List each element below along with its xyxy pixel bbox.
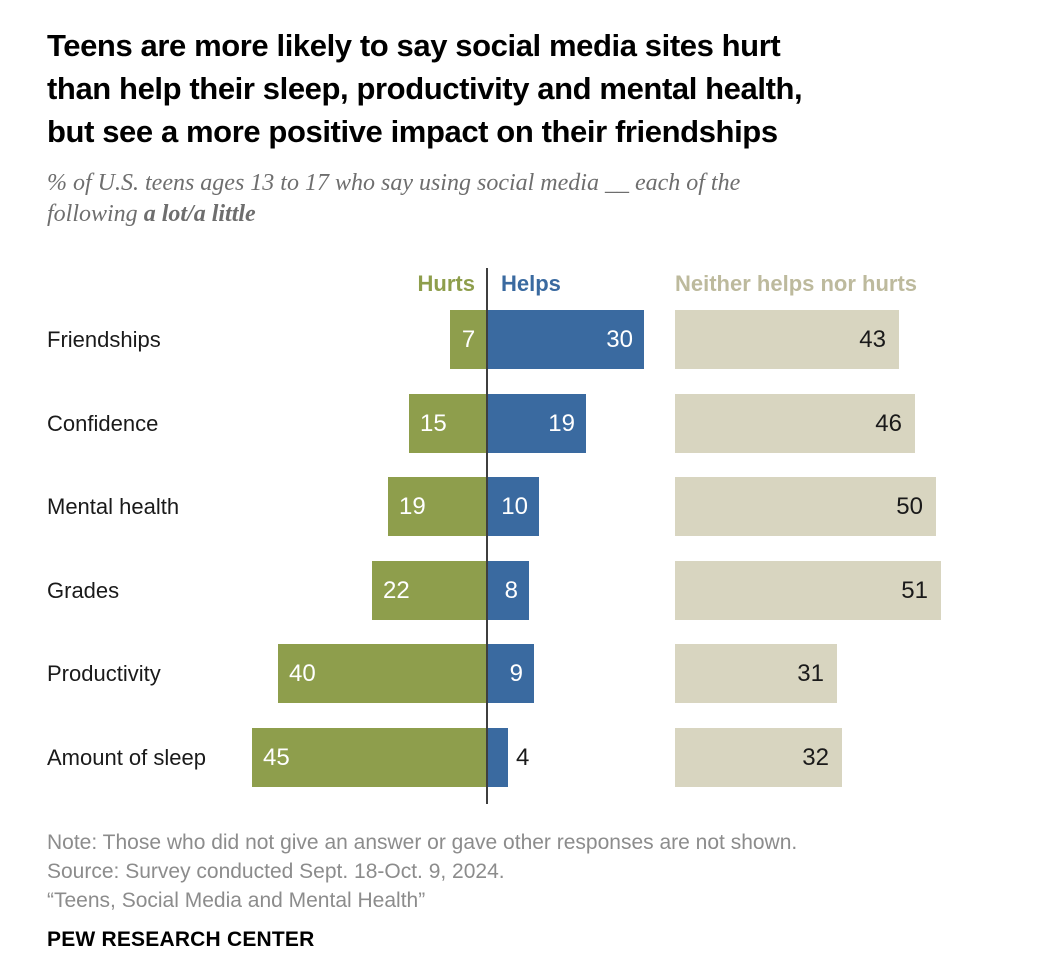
subtitle-line: following a lot/a little [47, 199, 740, 230]
helps-bar: 8 [487, 561, 529, 620]
category-label: Productivity [47, 660, 161, 686]
hurts-bar: 45 [252, 728, 487, 787]
report-title: “Teens, Social Media and Mental Health” [47, 889, 426, 912]
chart-subtitle: % of U.S. teens ages 13 to 17 who say us… [47, 168, 740, 230]
category-label: Mental health [47, 493, 180, 519]
subtitle-emphasis: a lot/a little [143, 201, 256, 227]
helps-value: 30 [606, 325, 633, 353]
helps-value: 10 [501, 492, 528, 520]
legend-hurts: Hurts [417, 271, 475, 296]
neither-bar: 43 [675, 310, 899, 369]
axis-zero-line [486, 268, 488, 804]
hurts-value: 7 [461, 325, 476, 353]
hurts-value: 40 [289, 659, 316, 687]
subtitle-regular: following [47, 201, 144, 227]
neither-bar: 46 [675, 394, 915, 453]
hurts-value: 22 [383, 576, 410, 604]
category-label: Grades [47, 577, 120, 603]
hurts-bar: 15 [409, 394, 487, 453]
helps-value: 19 [548, 409, 575, 437]
chart-title: Teens are more likely to say social medi… [47, 24, 803, 153]
neither-bar: 51 [675, 561, 941, 620]
legend-neither: Neither helps nor hurts [675, 271, 918, 296]
hurts-value: 15 [420, 409, 447, 437]
category-label: Confidence [47, 410, 159, 436]
neither-value: 31 [797, 659, 824, 687]
title-line: Teens are more likely to say social medi… [47, 28, 781, 63]
neither-value: 32 [802, 743, 829, 771]
pew-research-center-wordmark: PEW RESEARCH CENTER [47, 928, 315, 951]
hurts-value: 45 [263, 743, 290, 771]
helps-value: 4 [516, 743, 530, 771]
hurts-bar: 40 [278, 644, 487, 703]
title-line: than help their sleep, productivity and … [47, 71, 803, 106]
hurts-bar: 7 [450, 310, 487, 369]
neither-value: 50 [896, 492, 923, 520]
helps-bar: 10 [487, 477, 539, 536]
helps-bar: 19 [487, 394, 586, 453]
subtitle-line: % of U.S. teens ages 13 to 17 who say us… [47, 170, 741, 196]
title-line: but see a more positive impact on their … [47, 114, 778, 149]
helps-bar: 30 [487, 310, 644, 369]
category-label: Friendships [47, 326, 161, 352]
hurts-bar: 19 [388, 477, 487, 536]
legend-helps: Helps [501, 271, 561, 296]
neither-value: 46 [875, 409, 902, 437]
helps-bar [487, 728, 508, 787]
neither-bar: 31 [675, 644, 837, 703]
hurts-bar: 22 [372, 561, 487, 620]
category-label: Amount of sleep [47, 744, 206, 770]
neither-bar: 32 [675, 728, 842, 787]
neither-bar: 50 [675, 477, 936, 536]
helps-bar: 9 [487, 644, 534, 703]
source-line: Source: Survey conducted Sept. 18-Oct. 9… [47, 860, 505, 883]
helps-value: 8 [504, 576, 518, 604]
neither-value: 51 [901, 576, 928, 604]
hurts-value: 19 [399, 492, 426, 520]
helps-value: 9 [509, 659, 523, 687]
neither-value: 43 [859, 325, 886, 353]
footnote: Note: Those who did not give an answer o… [47, 831, 798, 854]
